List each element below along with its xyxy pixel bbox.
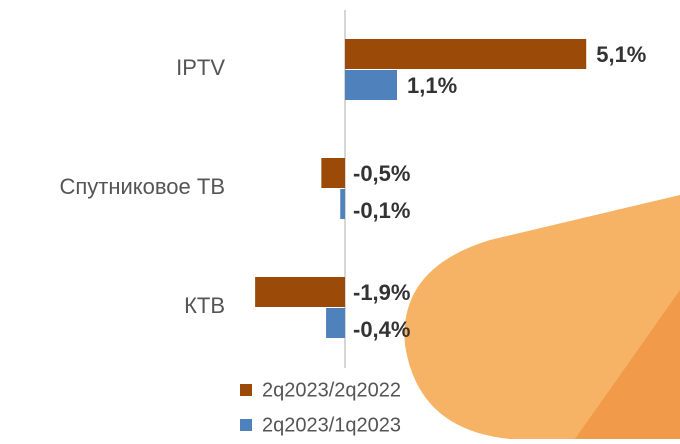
page: {"chart_data": {"type": "bar", "orientat… xyxy=(0,0,680,439)
bar xyxy=(255,277,345,307)
value-label: -0,1% xyxy=(353,198,410,223)
legend-swatch xyxy=(240,419,252,431)
value-label: -0,5% xyxy=(353,161,410,186)
legend-label: 2q2023/1q2023 xyxy=(262,414,401,436)
bar xyxy=(345,70,397,100)
bar xyxy=(326,308,345,338)
value-label: -0,4% xyxy=(353,317,410,342)
chart: IPTV 5,1% 1,1% Спутниковое ТВ -0,5% -0,1% КТВ -… xyxy=(0,0,680,439)
value-label: 1,1% xyxy=(407,73,457,98)
category-label: Спутниковое ТВ xyxy=(59,174,225,199)
bar xyxy=(345,39,586,69)
value-label: 5,1% xyxy=(596,42,646,67)
bar xyxy=(321,158,345,188)
bar xyxy=(340,189,345,219)
legend-label: 2q2023/2q2022 xyxy=(262,379,401,401)
value-label: -1,9% xyxy=(353,280,410,305)
legend-swatch xyxy=(240,384,252,396)
category-label: IPTV xyxy=(176,55,225,80)
category-label: КТВ xyxy=(184,293,225,318)
